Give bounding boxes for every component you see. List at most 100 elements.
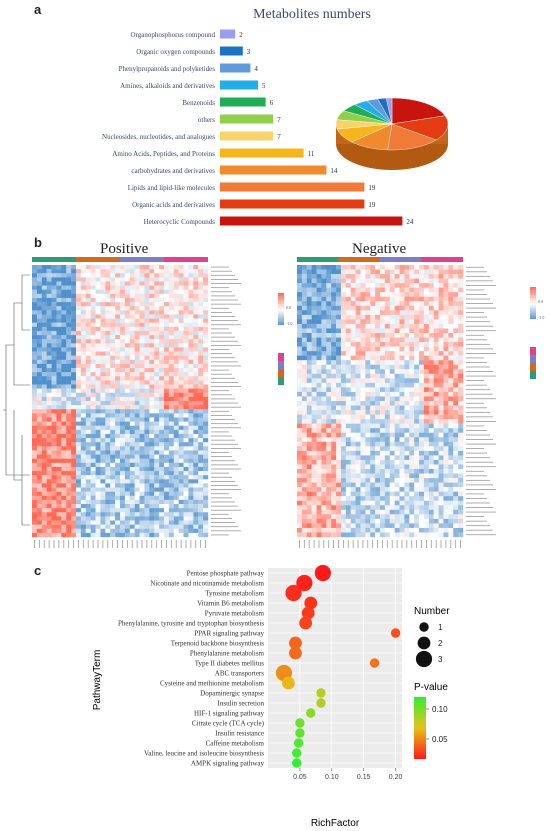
heatmap-cell — [139, 421, 145, 426]
heatmap-cell — [178, 302, 184, 307]
heatmap-cell — [423, 346, 430, 352]
heatmap-cell — [370, 469, 376, 474]
heatmap-cell — [345, 500, 351, 506]
heatmap-cell — [159, 368, 165, 373]
heatmap-cell — [340, 464, 347, 470]
heatmap-cell — [159, 273, 165, 278]
heatmap-cell — [115, 359, 121, 365]
heatmap-cell — [173, 363, 179, 369]
row-label-mark — [211, 526, 238, 528]
heatmap-cell — [51, 293, 57, 299]
heatmap-cell — [394, 314, 400, 320]
heatmap-cell — [326, 305, 332, 311]
heatmap-cell — [85, 520, 91, 525]
heatmap-cell — [115, 347, 121, 352]
heatmap-cell — [311, 401, 317, 406]
heatmap-cell — [71, 458, 77, 464]
heatmap-cell — [159, 318, 165, 323]
heatmap-cell — [110, 351, 116, 356]
bar-value-label: 5 — [262, 82, 266, 90]
heatmap-cell — [105, 508, 111, 513]
heatmap-cell — [173, 285, 179, 290]
group-bar — [76, 257, 120, 262]
heatmap-cell — [438, 382, 444, 388]
heatmap-cell — [144, 409, 150, 414]
row-label-mark — [211, 452, 229, 453]
heatmap-cell — [370, 414, 376, 420]
heatmap-cell — [370, 527, 376, 533]
heatmap-cell — [164, 335, 170, 340]
heatmap-cell — [331, 396, 337, 402]
heatmap-cell — [90, 425, 96, 431]
heatmap-cell — [105, 466, 111, 472]
heatmap-cell — [41, 458, 47, 464]
heatmap-cell — [311, 269, 317, 275]
heatmap-cell — [41, 479, 47, 484]
heatmap-cell — [85, 429, 91, 435]
heatmap-cell — [120, 318, 126, 323]
heatmap-cell — [159, 438, 165, 443]
heatmap-cell — [120, 363, 126, 369]
heatmap-cell — [423, 342, 430, 347]
heatmap-cell — [316, 296, 322, 302]
heatmap-cell — [438, 342, 444, 347]
col-label-mark — [146, 540, 148, 548]
heatmap-cell — [198, 421, 204, 426]
row-label-mark — [466, 511, 496, 513]
heatmap-cell — [399, 455, 405, 461]
heatmap-cell — [51, 508, 57, 513]
row-label-mark — [211, 460, 235, 462]
heatmap-cell — [100, 392, 106, 398]
heatmap-cell — [311, 410, 317, 415]
heatmap-cell — [384, 523, 390, 529]
heatmap-cell — [168, 368, 174, 373]
heatmap-cell — [433, 491, 439, 497]
heatmap-cell — [95, 384, 101, 389]
heatmap-cell — [301, 305, 307, 311]
heatmap-cell — [36, 454, 42, 459]
heatmap-cell — [178, 359, 184, 365]
heatmap-cell — [409, 337, 415, 343]
heatmap-cell — [326, 360, 332, 365]
heatmap-cell — [365, 328, 371, 334]
heatmap-cell — [95, 433, 101, 439]
heatmap-cell — [458, 351, 464, 356]
bar — [220, 148, 304, 158]
heatmap-cell — [36, 339, 42, 344]
heatmap-cell — [80, 466, 86, 472]
heatmap-cell — [316, 301, 322, 306]
heatmap-cell — [297, 369, 303, 374]
heatmap-cell — [380, 278, 386, 284]
heatmap-cell — [336, 405, 342, 411]
heatmap-cell — [336, 423, 342, 429]
heatmap-cell — [360, 360, 366, 365]
heatmap-cell — [188, 405, 194, 410]
heatmap-cell — [384, 473, 390, 479]
heatmap-cell — [443, 437, 449, 442]
heatmap-cell — [419, 428, 425, 433]
heatmap-cell — [168, 425, 174, 431]
heatmap-cell — [90, 413, 96, 418]
heatmap-cell — [350, 473, 356, 479]
row-label-mark — [466, 502, 490, 504]
heatmap-cell — [71, 355, 77, 360]
heatmap-cell — [443, 314, 449, 320]
heatmap-cell — [159, 442, 165, 447]
heatmap-cell — [32, 355, 38, 360]
heatmap-cell — [159, 388, 165, 393]
heatmap-cell — [301, 274, 307, 279]
heatmap-cell — [105, 339, 111, 344]
heatmap-cell — [428, 419, 434, 424]
heatmap-cell — [46, 339, 52, 344]
heatmap-cell — [149, 524, 155, 529]
heatmap-cell — [168, 512, 174, 517]
heatmap-cell — [105, 376, 111, 381]
heatmap-cell — [404, 464, 410, 470]
heatmap-cell — [110, 508, 116, 513]
pathway-term-label: Nicotinate and nicotinamide metabolism — [150, 580, 264, 588]
row-label-mark — [211, 522, 235, 523]
heatmap-cell — [134, 438, 140, 443]
heatmap-cell — [188, 458, 194, 464]
heatmap-cell — [168, 532, 174, 538]
heatmap-cell — [399, 382, 405, 388]
